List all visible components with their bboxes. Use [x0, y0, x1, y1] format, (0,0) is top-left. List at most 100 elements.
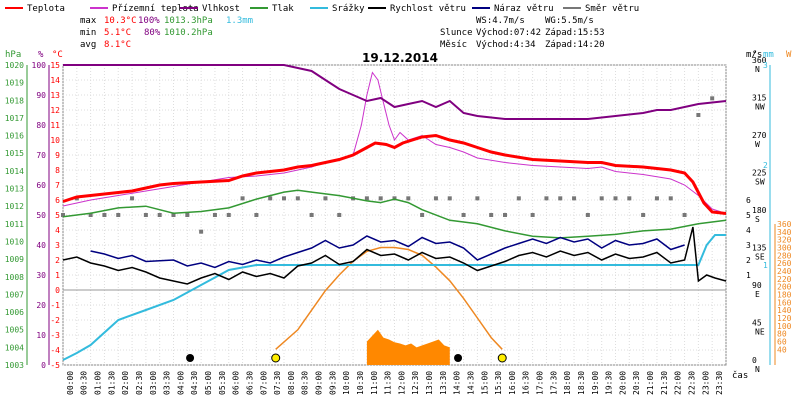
unit-hpa: hPa — [5, 50, 21, 60]
solar-tick-label: 280 — [777, 251, 792, 260]
press-tick-label: 1018 — [5, 96, 24, 105]
x-tick-label: 14:30 — [466, 371, 475, 395]
legend-label: Náraz větru — [494, 4, 554, 14]
press-tick-label: 1007 — [5, 290, 24, 299]
hum-tick-label: 20 — [36, 301, 46, 310]
wind-direction-point — [309, 213, 314, 217]
info-sun-set: Západ:15:53 — [545, 28, 605, 38]
x-tick-label: 23:30 — [715, 371, 724, 395]
x-tick-label: 17:30 — [549, 371, 558, 395]
x-tick-label: 09:00 — [315, 371, 324, 395]
dir-tick-label: 315 — [752, 94, 767, 103]
x-tick-label: 10:30 — [356, 371, 365, 395]
x-tick-label: 00:00 — [66, 371, 75, 395]
press-tick-label: 1019 — [5, 79, 24, 88]
info-moon-label: Měsíc — [440, 40, 467, 50]
rain-tick-label: 3 — [763, 61, 768, 70]
wind-direction-point — [364, 196, 369, 201]
wind-direction-point — [88, 213, 93, 217]
stat-avg-temp: 8.1°C — [104, 40, 131, 50]
unit-cas: čas — [732, 370, 748, 381]
press-tick-label: 1003 — [5, 361, 24, 370]
unit-ms: m/s — [746, 50, 762, 60]
wind-direction-point — [585, 213, 590, 217]
temp-tick-label: 14 — [50, 76, 60, 85]
solar-curve — [275, 246, 503, 350]
x-tick-label: 05:30 — [218, 371, 227, 395]
wind-direction-point — [185, 213, 190, 217]
solar-tick-label: 140 — [777, 306, 792, 315]
wind-direction-point — [558, 196, 563, 201]
x-tick-label: 15:30 — [494, 371, 503, 395]
left-axes: -5-4-3-2-1012345678910111213141501020304… — [5, 61, 60, 370]
wind-direction-point — [199, 229, 204, 234]
hum-tick-label: 60 — [36, 181, 46, 190]
x-tick-label: 02:30 — [135, 371, 144, 395]
stat-min-hum: 80% — [144, 28, 161, 38]
wind-tick-label: 5 — [746, 211, 751, 220]
dir-tick-label: 135 — [752, 244, 767, 253]
temp-tick-label: 12 — [50, 106, 60, 115]
x-tick-label: 13:30 — [439, 371, 448, 395]
x-tick-label: 03:30 — [163, 371, 172, 395]
dir-cardinal-label: S — [755, 215, 760, 224]
x-tick-label: 00:30 — [80, 371, 89, 395]
humidity-line — [63, 64, 727, 120]
x-tick-label: 21:30 — [660, 371, 669, 395]
press-tick-label: 1005 — [5, 326, 24, 335]
wind-direction-point — [143, 213, 148, 217]
x-tick-label: 20:30 — [632, 371, 641, 395]
temp-tick-label: -3 — [50, 331, 60, 340]
wind-tick-label: 1 — [746, 271, 751, 280]
dir-cardinal-label: NW — [755, 103, 765, 112]
rain-tick-label: 2 — [763, 161, 768, 170]
wind-direction-point — [254, 213, 259, 217]
solar-tick-label: 120 — [777, 314, 792, 323]
wind-direction-point — [171, 213, 176, 217]
stat-max-press: 1013.3hPa — [164, 16, 213, 26]
x-tick-label: 09:30 — [328, 371, 337, 395]
sun-marker — [497, 353, 507, 363]
wind-direction-point — [627, 196, 632, 201]
press-tick-label: 1011 — [5, 220, 24, 229]
legend-label: Směr větru — [585, 4, 639, 14]
wind-direction-point — [668, 196, 673, 201]
temp-tick-label: 5 — [55, 211, 60, 220]
wind-direction-point — [572, 196, 577, 201]
temp-tick-label: 3 — [55, 241, 60, 250]
wind-direction-point — [489, 213, 494, 217]
stat-min-label: min — [80, 28, 96, 38]
wind-direction-point — [654, 196, 659, 201]
moon-marker — [454, 354, 463, 362]
x-tick-label: 01:00 — [94, 371, 103, 395]
stat-max-label: max — [80, 16, 97, 26]
hum-tick-label: 30 — [36, 271, 46, 280]
x-tick-label: 10:00 — [342, 371, 351, 395]
temp-tick-label: -1 — [50, 301, 60, 310]
press-tick-label: 1017 — [5, 114, 24, 123]
stat-avg-label: avg — [80, 40, 96, 50]
wind-direction-point — [130, 196, 135, 201]
temp-tick-label: -4 — [50, 346, 60, 355]
hum-tick-label: 100 — [32, 61, 47, 70]
wind-direction-point — [544, 196, 549, 201]
temp-tick-label: 11 — [50, 121, 60, 130]
press-tick-label: 1008 — [5, 273, 24, 282]
solar-tick-label: 40 — [777, 345, 787, 354]
x-tick-label: 20:00 — [618, 371, 627, 395]
x-tick-label: 23:00 — [701, 371, 710, 395]
temp-tick-label: 4 — [55, 226, 60, 235]
temp-tick-label: 8 — [55, 166, 60, 175]
dir-cardinal-label: N — [755, 65, 760, 74]
press-tick-label: 1006 — [5, 308, 24, 317]
temp-tick-label: 7 — [55, 181, 60, 190]
wind-direction-point — [710, 96, 715, 101]
temp-tick-label: -5 — [50, 361, 60, 370]
wind-direction-point — [420, 213, 425, 217]
wind-direction-point — [406, 196, 411, 201]
x-tick-label: 12:30 — [411, 371, 420, 395]
x-tick-label: 16:00 — [508, 371, 517, 395]
x-tick-label: 04:30 — [190, 371, 199, 395]
hum-tick-label: 0 — [41, 361, 46, 370]
info-sun-label: Slunce — [440, 28, 473, 38]
